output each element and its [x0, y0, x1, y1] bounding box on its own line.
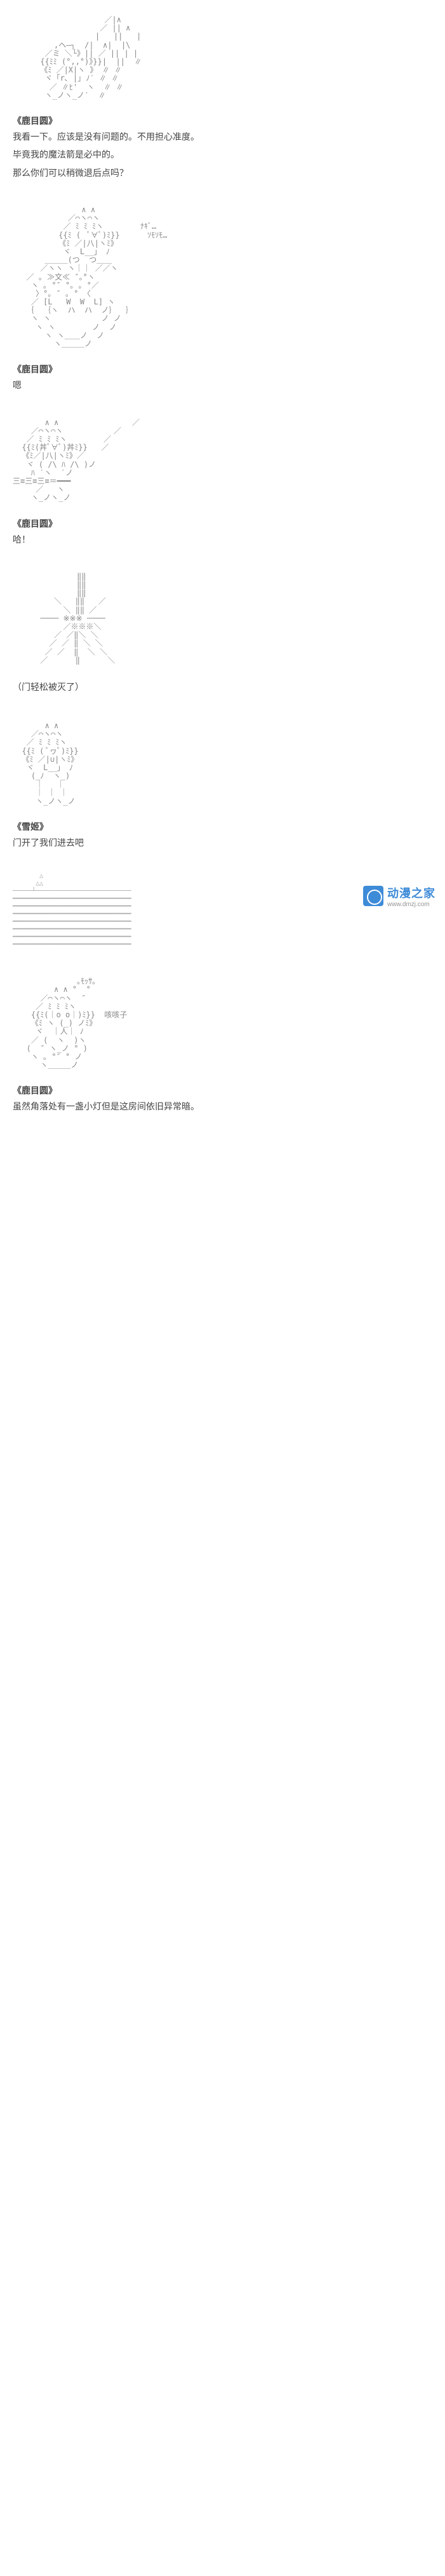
- horizon-scene: △ △△ ─────┴───────────────────────── ━━━…: [13, 866, 432, 955]
- speaker-1: 《鹿目圆》: [13, 114, 432, 127]
- speaker-2: 《鹿目圆》: [13, 363, 432, 376]
- site-watermark: 动漫之家 www.dmzj.com: [363, 885, 435, 908]
- watermark-logo-icon: [363, 886, 383, 906]
- ascii-art-6: ｡ﾓｯｻ｡ ∧ ∧ ° ° ／⌒ヽ⌒ヽ ″ ／ ﾐ ﾐ ﾐヽ {{ﾐ(｜o o｜…: [13, 968, 432, 1079]
- ascii-art-1: ／|∧ ／ || ∧ | || | ,ヘ―┐ /| ∧| |\ ／ミ ＼└》||…: [13, 6, 432, 109]
- dialogue-1-1: 毕竟我的魔法箭是必中的。: [13, 147, 432, 161]
- ascii-art-2: ∧ ∧ ／⌒ヽ⌒ヽ ／ ﾐ ﾐ ﾐヽ ﾅｷﾞ… {{ﾐ ( ﾟ∀ﾟ)ﾐ}} ｿﾓ…: [13, 196, 432, 358]
- narration-4: （门轻松被灭了）: [13, 681, 432, 693]
- watermark-text: 动漫之家: [387, 885, 435, 901]
- speaker-3: 《鹿目圆》: [13, 517, 432, 530]
- watermark-url: www.dmzj.com: [387, 901, 435, 908]
- dialogue-2-0: 嗯: [13, 378, 432, 392]
- dialogue-5-0: 门开了我们进去吧: [13, 836, 432, 850]
- dialogue-1-0: 我看一下。应该是没有问题的。不用担心准度。: [13, 130, 432, 144]
- ascii-art-5: ∧ ∧ ／⌒ヽ⌒ヽ ／ ﾐ ﾐ ﾐヽ {{ﾐ ( ﾟヮﾟ)ﾐ}} 《ﾐ ／|∪|…: [13, 712, 432, 815]
- speaker-6: 《鹿目圆》: [13, 1084, 432, 1097]
- dialogue-3-0: 哈！: [13, 532, 432, 546]
- dialogue-1-2: 那么你们可以稍微退后点吗？: [13, 166, 432, 180]
- speaker-5: 《雪姬》: [13, 820, 432, 833]
- dialogue-6-0: 虽然角落处有一盏小灯但是这房间依旧异常暗。: [13, 1099, 432, 1113]
- ascii-art-3: ∧ ∧ ／ ／⌒ヽ⌒ヽ ／ ／ ﾐ ﾐ ﾐヽ ／ {{ﾐ(丼ﾟ∀ﾟ)丼ﾐ}} ／…: [13, 409, 432, 512]
- ascii-art-4: ‖‖ ‖‖ ‖‖ ＼ ‖‖ ／ ＼ ‖‖ ／ ──── ※※※ ──── ／※※…: [13, 563, 432, 674]
